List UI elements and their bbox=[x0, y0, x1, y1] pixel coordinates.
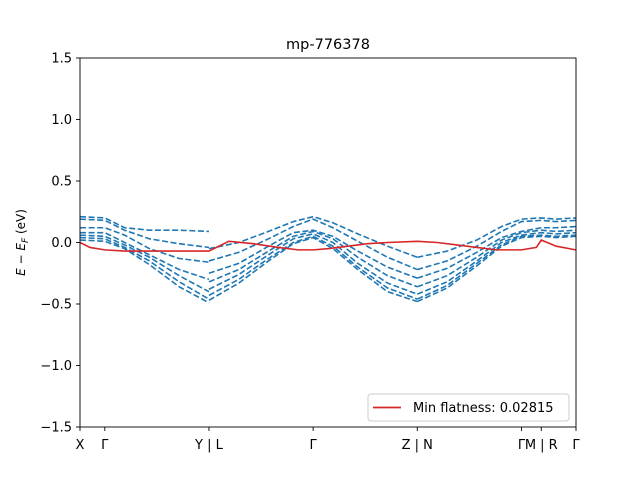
x-tick-label: Γ bbox=[572, 438, 580, 453]
chart-title: mp-776378 bbox=[286, 37, 370, 53]
y-tick-label: 1.5 bbox=[51, 52, 72, 67]
x-tick-label: Γ bbox=[101, 438, 109, 453]
band-line bbox=[208, 233, 418, 295]
y-axis-label-unit: (eV) bbox=[14, 209, 28, 238]
y-tick-label: −0.5 bbox=[40, 298, 72, 313]
band-line bbox=[208, 229, 418, 279]
band-line bbox=[417, 225, 576, 279]
y-tick-label: −1.5 bbox=[40, 421, 72, 436]
band-line bbox=[208, 235, 418, 300]
x-tick-label: X bbox=[76, 438, 85, 453]
y-tick-label: 0.0 bbox=[51, 236, 72, 251]
x-tick-label: Y | L bbox=[194, 438, 224, 453]
band-line bbox=[208, 218, 418, 271]
legend-entry-label: Min flatness: 0.02815 bbox=[413, 401, 554, 416]
band-line bbox=[208, 236, 418, 303]
band-line bbox=[417, 219, 576, 271]
flat-band-line bbox=[80, 239, 576, 252]
band-line bbox=[80, 239, 210, 304]
y-axis-label-main: E − E bbox=[14, 243, 28, 276]
band-line bbox=[80, 215, 209, 233]
legend: Min flatness: 0.02815 bbox=[367, 393, 570, 422]
band-line bbox=[416, 234, 576, 300]
y-tick-label: 0.5 bbox=[51, 175, 72, 190]
band-line bbox=[417, 229, 576, 288]
band-line bbox=[208, 230, 418, 288]
band-line bbox=[80, 218, 210, 249]
y-tick-label: −1.0 bbox=[40, 359, 72, 374]
band-line bbox=[80, 236, 210, 300]
y-axis-label-subscript: F bbox=[21, 237, 31, 243]
x-tick-label: Γ bbox=[518, 438, 526, 453]
band-line bbox=[417, 217, 576, 259]
band-line bbox=[416, 231, 576, 295]
band-line bbox=[80, 226, 210, 263]
x-tick-label: Γ bbox=[309, 438, 317, 453]
band-line bbox=[416, 235, 576, 303]
legend-box bbox=[367, 393, 570, 422]
band-line bbox=[80, 231, 210, 281]
y-axis-label: E − EF (eV) bbox=[14, 209, 31, 276]
x-tick-label: M | R bbox=[525, 438, 558, 453]
y-tick-label: 1.0 bbox=[51, 113, 72, 128]
x-tick-label: Z | N bbox=[402, 438, 433, 453]
